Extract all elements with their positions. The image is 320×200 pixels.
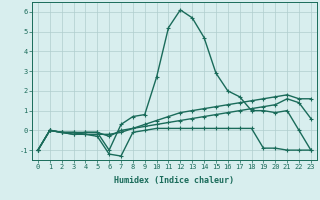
- X-axis label: Humidex (Indice chaleur): Humidex (Indice chaleur): [115, 176, 234, 185]
